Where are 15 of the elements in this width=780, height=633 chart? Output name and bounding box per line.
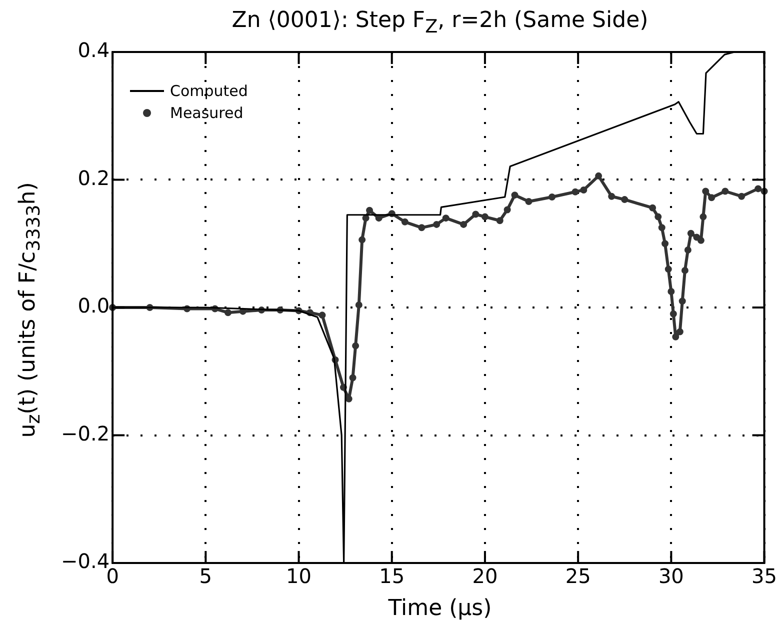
legend-label: Computed [170,81,248,102]
y-tick-label: 0.0 [78,294,110,318]
legend-label: Measured [170,103,244,124]
x-tick-label: 15 [379,564,405,588]
x-tick-label: 5 [199,564,212,588]
x-tick-label: 25 [565,564,591,588]
chart-title: Zn ⟨0001⟩: Step F$_{Z}$, r=2h (Same Side) [230,8,650,38]
y-tick-label: 0.2 [78,166,110,190]
x-axis-title: Time (μs) [387,596,493,621]
y-tick-label: 0.4 [78,38,110,62]
x-tick-label: 30 [658,564,684,588]
x-tick-label: 10 [286,564,312,588]
x-tick-label: 35 [752,564,777,588]
x-tick-label: 20 [472,564,498,588]
y-tick-label: −0.2 [60,421,110,446]
